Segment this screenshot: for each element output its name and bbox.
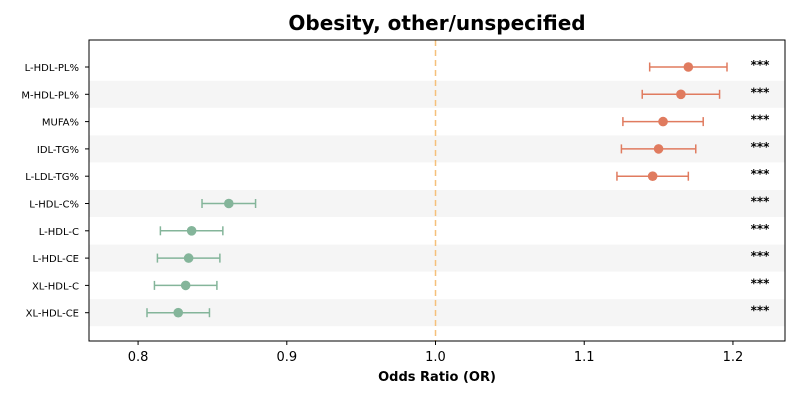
plot-frame (88, 39, 786, 342)
category-label: IDL-TG% (37, 145, 79, 156)
or-point (683, 62, 694, 72)
significance-label: *** (751, 222, 771, 236)
category-label: XL-HDL-CE (26, 309, 79, 320)
or-point (183, 253, 194, 263)
or-point (658, 116, 668, 127)
or-point (676, 89, 686, 100)
chart-title: Obesity, other/unspecified (288, 11, 585, 35)
x-tick-label: 1.0 (425, 350, 446, 365)
x-tick-label: 0.8 (128, 350, 149, 365)
or-point (653, 144, 664, 154)
significance-label: *** (751, 140, 771, 154)
category-label: M-HDL-PL% (21, 90, 79, 101)
category-label: L-HDL-C% (29, 200, 79, 211)
category-label: L-HDL-C (39, 227, 79, 238)
significance-label: *** (751, 249, 771, 263)
or-point (186, 226, 197, 236)
x-tick-label: 0.9 (276, 350, 297, 365)
significance-label: *** (751, 304, 771, 318)
significance-label: *** (751, 195, 771, 209)
x-axis-label: Odds Ratio (OR) (378, 370, 496, 385)
category-label: L-HDL-PL% (25, 63, 79, 74)
x-tick-label: 1.1 (574, 350, 595, 365)
or-point (173, 307, 184, 318)
category-label: XL-HDL-C (32, 281, 79, 292)
category-label: L-LDL-TG% (25, 172, 79, 183)
x-tick-label: 1.2 (723, 350, 744, 365)
significance-label: *** (751, 276, 771, 290)
significance-label: *** (751, 167, 771, 181)
row-shading-band (89, 190, 785, 217)
or-point (223, 198, 234, 209)
plot-area: L-HDL-PL% *** M-HDL-PL% *** MUFA% *** IDL-TG% *… (21, 39, 786, 365)
category-label: MUFA% (42, 118, 79, 129)
or-point (647, 171, 658, 181)
significance-label: *** (751, 58, 771, 72)
significance-label: *** (751, 113, 771, 127)
category-label: L-HDL-CE (32, 254, 79, 265)
or-point (180, 280, 191, 291)
significance-label: *** (751, 85, 771, 99)
